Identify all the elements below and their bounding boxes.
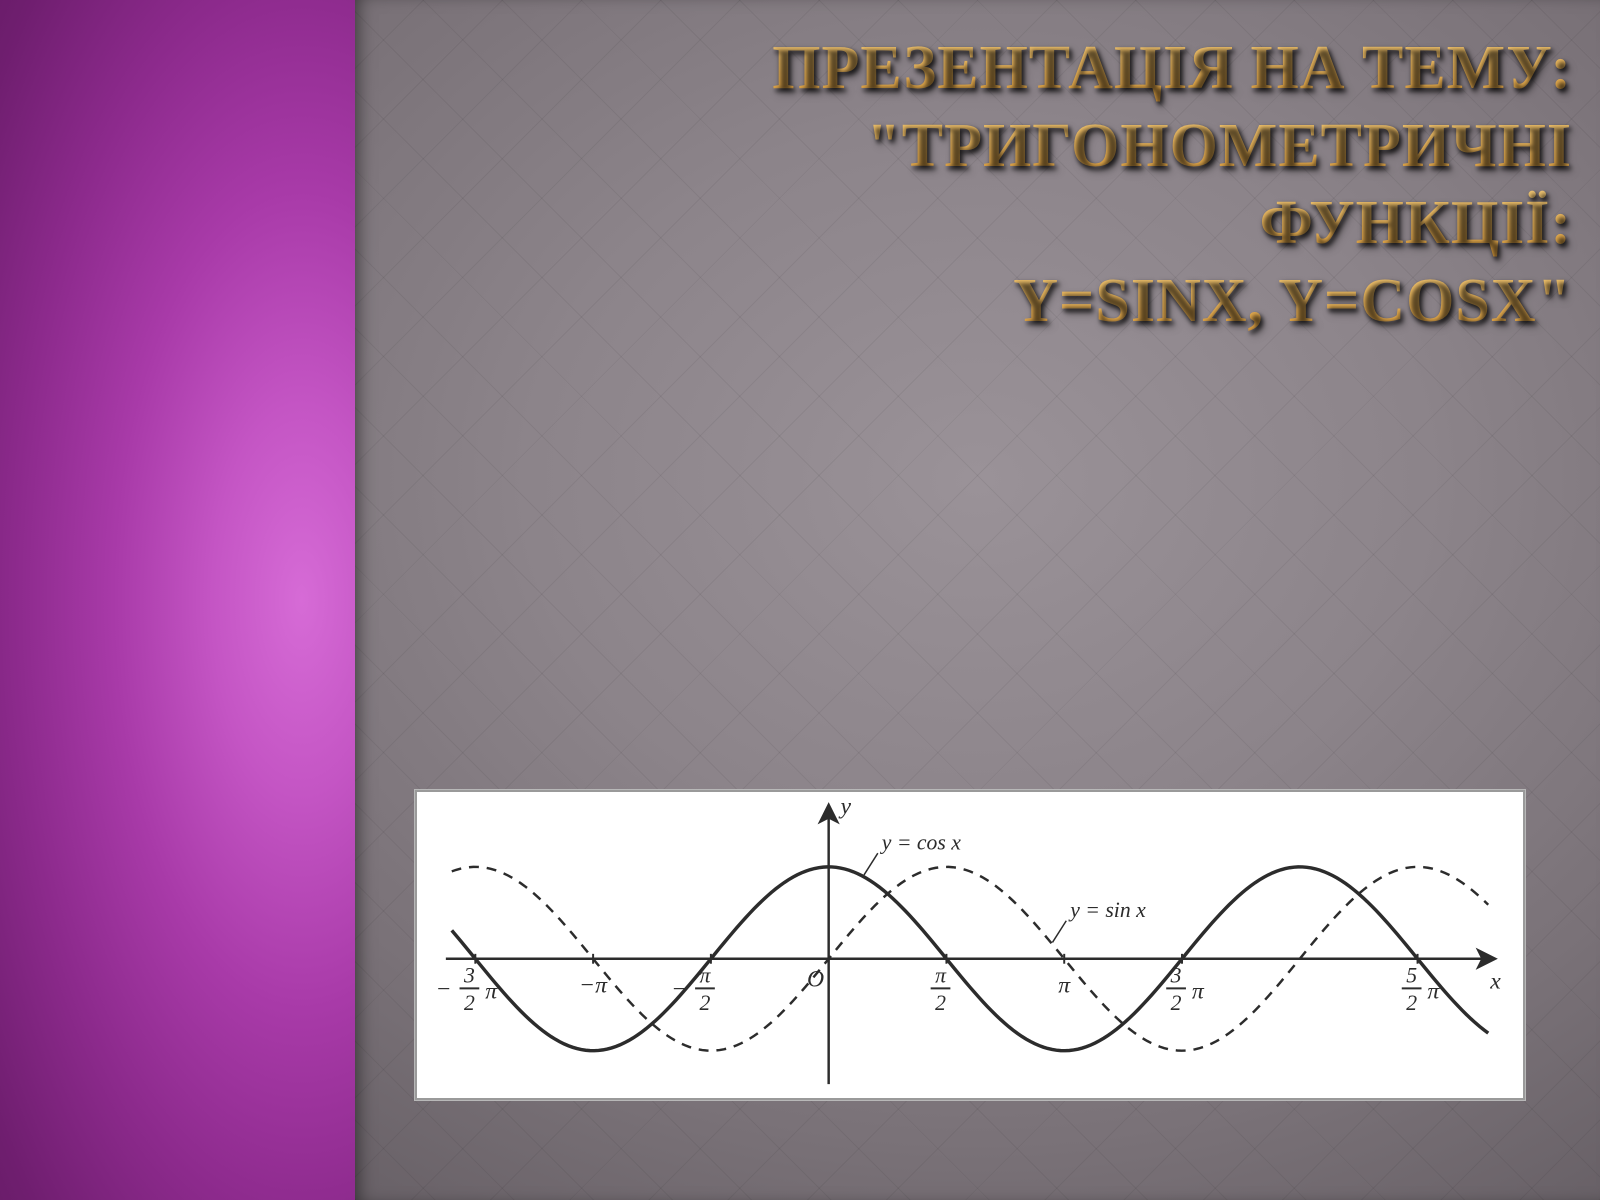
- title-line-3: ФУНКЦІЇ:: [392, 185, 1572, 263]
- x-axis-label: x: [1489, 968, 1501, 994]
- sidebar-accent-panel: [0, 0, 355, 1200]
- svg-text:π: π: [935, 963, 947, 987]
- title-line-1: ПРЕЗЕНТАЦІЯ НА ТЕМУ:: [392, 30, 1572, 108]
- svg-text:−: −: [436, 976, 452, 1002]
- svg-text:2: 2: [700, 991, 711, 1015]
- svg-text:2: 2: [1406, 991, 1417, 1015]
- svg-text:π: π: [1192, 978, 1205, 1004]
- trig-chart-svg: yxO−32π−π−π2π2π32π52πy = cos xy = sin x: [417, 792, 1523, 1098]
- title-line-2: "ТРИГОНОМЕТРИЧНІ: [392, 108, 1572, 186]
- tick-label: π: [1058, 972, 1071, 998]
- slide-title: ПРЕЗЕНТАЦІЯ НА ТЕМУ: "ТРИГОНОМЕТРИЧНІ ФУ…: [392, 30, 1572, 340]
- curve-label-sin: y = sin x: [1068, 898, 1146, 922]
- trig-chart-panel: yxO−32π−π−π2π2π32π52πy = cos xy = sin x: [415, 790, 1525, 1100]
- svg-text:3: 3: [463, 963, 475, 987]
- svg-text:2: 2: [464, 991, 475, 1015]
- origin-label: O: [807, 966, 824, 992]
- tick-label: −π: [579, 972, 608, 998]
- slide-main-area: ПРЕЗЕНТАЦІЯ НА ТЕМУ: "ТРИГОНОМЕТРИЧНІ ФУ…: [355, 0, 1600, 1200]
- svg-text:2: 2: [1171, 991, 1182, 1015]
- svg-text:2: 2: [935, 991, 946, 1015]
- y-axis-label: y: [839, 794, 852, 820]
- svg-text:5: 5: [1406, 963, 1417, 987]
- curve-label-cos: y = cos x: [880, 830, 961, 854]
- title-line-4: Y=SINX, Y=COSX": [392, 263, 1572, 341]
